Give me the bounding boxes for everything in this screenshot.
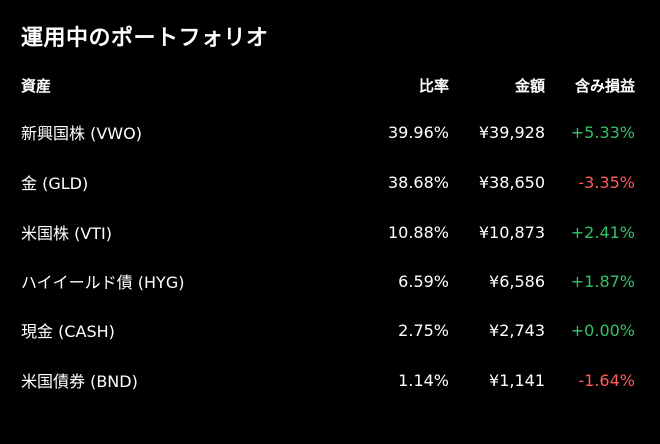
asset-unrealized-pnl: +2.41% <box>570 222 635 242</box>
asset-amount: ¥6,586 <box>489 271 545 291</box>
table-row[interactable]: 米国株 (VTI) 10.88% ¥10,873 +2.41% <box>21 220 635 244</box>
asset-name: 米国債券 (BND) <box>21 372 138 391</box>
asset-amount: ¥2,743 <box>489 320 545 340</box>
table-row[interactable]: 米国債券 (BND) 1.14% ¥1,141 -1.64% <box>21 368 635 392</box>
asset-unrealized-pnl: -1.64% <box>578 370 635 390</box>
asset-amount: ¥10,873 <box>478 222 545 242</box>
asset-unrealized-pnl: -3.35% <box>578 172 635 192</box>
asset-ratio: 2.75% <box>398 320 449 340</box>
asset-unrealized-pnl: +0.00% <box>570 320 635 340</box>
asset-unrealized-pnl: +1.87% <box>570 271 635 291</box>
table-row[interactable]: 新興国株 (VWO) 39.96% ¥39,928 +5.33% <box>21 120 635 144</box>
column-header-ratio: 比率 <box>418 76 449 95</box>
page-title: 運用中のポートフォリオ <box>21 26 269 51</box>
column-header-pnl: 含み損益 <box>574 76 635 95</box>
asset-unrealized-pnl: +5.33% <box>570 122 635 142</box>
table-header: 資産 比率 金額 含み損益 <box>21 73 635 97</box>
asset-amount: ¥39,928 <box>478 122 545 142</box>
column-header-amount: 金額 <box>514 76 545 95</box>
table-row[interactable]: 現金 (CASH) 2.75% ¥2,743 +0.00% <box>21 318 635 342</box>
asset-name: 米国株 (VTI) <box>21 224 113 243</box>
asset-amount: ¥38,650 <box>478 172 545 192</box>
asset-ratio: 1.14% <box>398 370 449 390</box>
column-header-asset: 資産 <box>21 76 52 95</box>
asset-ratio: 6.59% <box>398 271 449 291</box>
asset-name: 現金 (CASH) <box>21 322 115 341</box>
asset-name: 新興国株 (VWO) <box>21 124 142 143</box>
table-row[interactable]: 金 (GLD) 38.68% ¥38,650 -3.35% <box>21 170 635 194</box>
asset-ratio: 38.68% <box>387 172 449 192</box>
table-row[interactable]: ハイイールド債 (HYG) 6.59% ¥6,586 +1.87% <box>21 269 635 293</box>
asset-name: 金 (GLD) <box>21 174 89 193</box>
asset-name: ハイイールド債 (HYG) <box>21 273 185 292</box>
asset-ratio: 39.96% <box>387 122 449 142</box>
asset-ratio: 10.88% <box>387 222 449 242</box>
asset-amount: ¥1,141 <box>489 370 545 390</box>
